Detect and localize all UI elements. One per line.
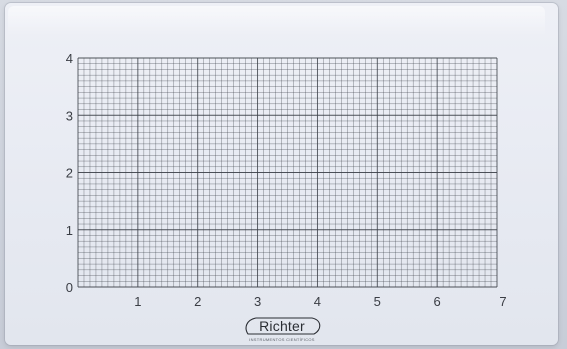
x-tick-label: 4 [314, 294, 321, 309]
x-tick-label: 3 [254, 294, 261, 309]
logo-brand-text: Richter [259, 318, 305, 334]
y-tick-label: 4 [66, 51, 73, 66]
y-tick-label: 0 [66, 280, 73, 295]
y-tick-label: 2 [66, 166, 73, 181]
x-axis-labels: 1 2 3 4 5 6 7 [134, 294, 506, 309]
y-axis-labels: 0 1 2 3 4 [66, 51, 73, 295]
x-tick-label: 6 [434, 294, 441, 309]
brand-logo: Richter INSTRUMENTOS CIENTÍFICOS [238, 314, 326, 344]
x-tick-label: 7 [499, 294, 506, 309]
x-tick-label: 2 [194, 294, 201, 309]
logo-frame-icon [245, 317, 321, 335]
logo-subtitle-text: INSTRUMENTOS CIENTÍFICOS [249, 337, 315, 342]
y-tick-label: 3 [66, 108, 73, 123]
x-tick-label: 5 [374, 294, 381, 309]
y-tick-label: 1 [66, 223, 73, 238]
grid-lines [77, 57, 498, 288]
x-tick-label: 1 [134, 294, 141, 309]
plate-reflection [8, 6, 545, 36]
